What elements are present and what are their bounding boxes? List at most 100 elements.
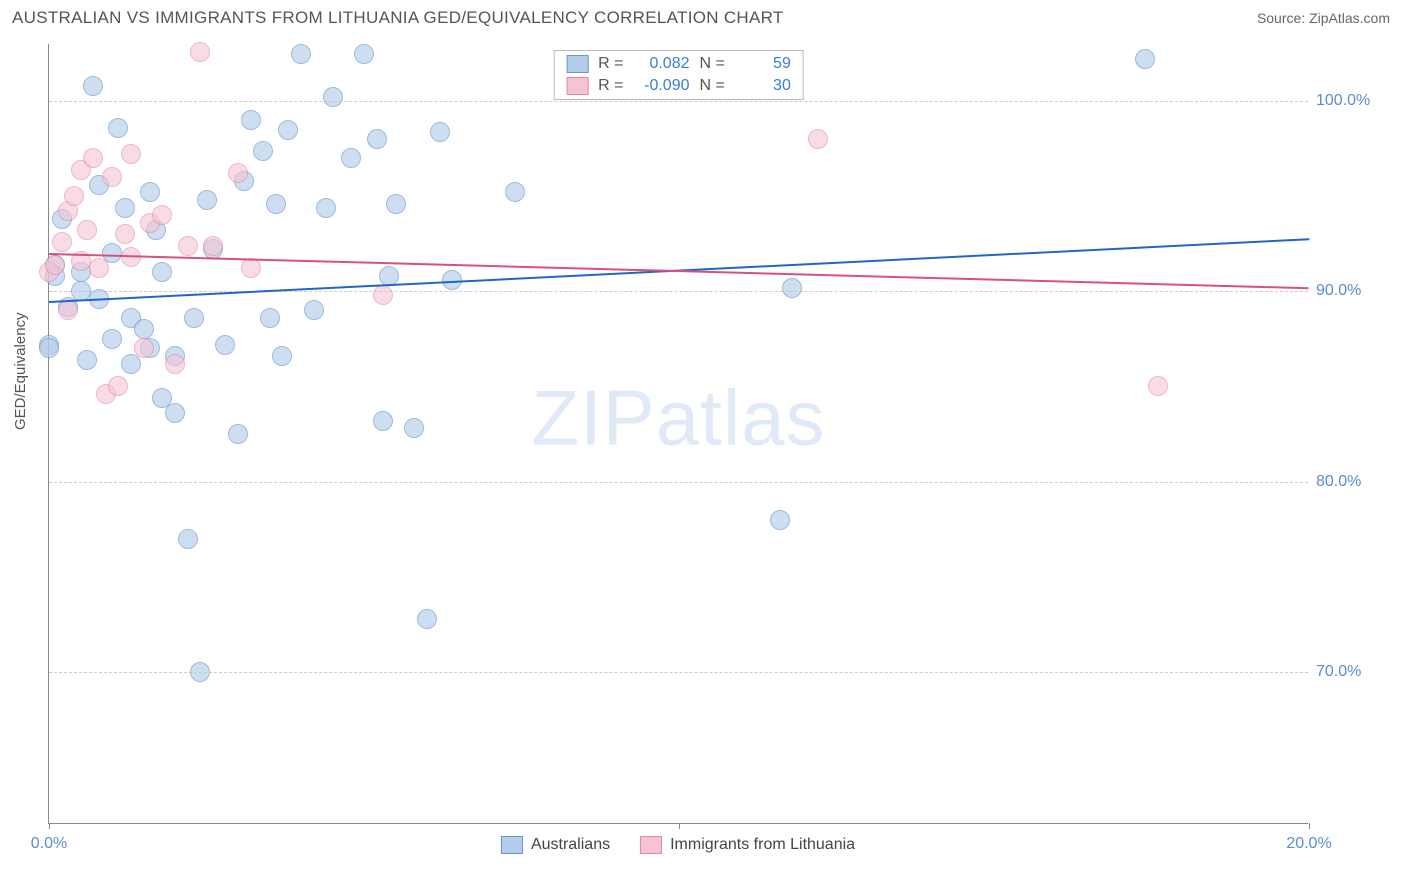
scatter-point (341, 148, 361, 168)
stats-legend-row: R = 0.082 N = 59 (554, 53, 803, 75)
scatter-point (1135, 49, 1155, 69)
scatter-point (45, 255, 65, 275)
gridline (49, 482, 1308, 483)
stat-n-label: N = (700, 77, 725, 95)
legend-label: Immigrants from Lithuania (670, 836, 855, 854)
scatter-point (241, 110, 261, 130)
bottom-legend: Australians Immigrants from Lithuania (501, 836, 855, 854)
plot-wrap: ZIPatlas R =0.082N =59R =-0.090N =30 70.… (48, 44, 1308, 824)
y-tick-label: 80.0% (1316, 473, 1380, 491)
scatter-point (215, 335, 235, 355)
y-tick-label: 100.0% (1316, 92, 1380, 110)
scatter-point (140, 182, 160, 202)
scatter-point (228, 163, 248, 183)
scatter-point (505, 182, 525, 202)
scatter-point (404, 418, 424, 438)
scatter-point (386, 194, 406, 214)
scatter-point (253, 141, 273, 161)
legend-swatch (501, 836, 523, 854)
scatter-point (165, 403, 185, 423)
scatter-point (121, 144, 141, 164)
stat-r-value: 0.082 (634, 55, 690, 73)
scatter-point (770, 510, 790, 530)
scatter-point (108, 376, 128, 396)
scatter-point (367, 129, 387, 149)
x-tick-label: 0.0% (31, 835, 67, 853)
scatter-point (83, 76, 103, 96)
y-axis-label: GED/Equivalency (12, 312, 29, 430)
scatter-point (417, 609, 437, 629)
y-tick-label: 90.0% (1316, 282, 1380, 300)
source-label: Source: ZipAtlas.com (1257, 10, 1390, 26)
x-tick (49, 823, 50, 829)
scatter-point (1148, 376, 1168, 396)
scatter-point (89, 258, 109, 278)
legend-swatch (640, 836, 662, 854)
scatter-point (291, 44, 311, 64)
legend-label: Australians (531, 836, 610, 854)
plot-area: ZIPatlas R =0.082N =59R =-0.090N =30 70.… (48, 44, 1308, 824)
scatter-point (228, 424, 248, 444)
scatter-point (323, 87, 343, 107)
chart-title: AUSTRALIAN VS IMMIGRANTS FROM LITHUANIA … (12, 8, 784, 28)
scatter-point (373, 285, 393, 305)
stat-n-value: 59 (735, 55, 791, 73)
x-tick (1309, 823, 1310, 829)
scatter-point (782, 278, 802, 298)
scatter-point (266, 194, 286, 214)
stat-n-label: N = (700, 55, 725, 73)
scatter-point (108, 118, 128, 138)
x-tick-label: 20.0% (1286, 835, 1331, 853)
scatter-point (808, 129, 828, 149)
scatter-point (241, 258, 261, 278)
scatter-point (178, 529, 198, 549)
stat-r-label: R = (598, 55, 623, 73)
scatter-point (260, 308, 280, 328)
scatter-point (52, 232, 72, 252)
scatter-point (83, 148, 103, 168)
scatter-point (77, 220, 97, 240)
scatter-point (190, 42, 210, 62)
y-tick-label: 70.0% (1316, 663, 1380, 681)
scatter-point (134, 338, 154, 358)
stat-r-label: R = (598, 77, 623, 95)
scatter-point (203, 236, 223, 256)
scatter-point (316, 198, 336, 218)
scatter-point (190, 662, 210, 682)
scatter-point (115, 198, 135, 218)
scatter-point (58, 300, 78, 320)
x-tick (679, 823, 680, 829)
bottom-legend-item: Immigrants from Lithuania (640, 836, 855, 854)
stat-r-value: -0.090 (634, 77, 690, 95)
scatter-point (304, 300, 324, 320)
scatter-point (272, 346, 292, 366)
title-bar: AUSTRALIAN VS IMMIGRANTS FROM LITHUANIA … (0, 0, 1406, 32)
scatter-point (278, 120, 298, 140)
scatter-point (178, 236, 198, 256)
legend-swatch (566, 55, 588, 73)
scatter-point (430, 122, 450, 142)
scatter-point (77, 350, 97, 370)
scatter-point (184, 308, 204, 328)
trend-line (49, 253, 1309, 289)
scatter-point (165, 354, 185, 374)
legend-swatch (566, 77, 588, 95)
scatter-point (152, 205, 172, 225)
bottom-legend-item: Australians (501, 836, 610, 854)
scatter-point (39, 338, 59, 358)
watermark: ZIPatlas (531, 372, 825, 463)
scatter-point (102, 329, 122, 349)
gridline (49, 101, 1308, 102)
gridline (49, 672, 1308, 673)
scatter-point (152, 262, 172, 282)
scatter-point (354, 44, 374, 64)
scatter-point (115, 224, 135, 244)
scatter-point (102, 167, 122, 187)
scatter-point (64, 186, 84, 206)
stats-legend: R = 0.082 N = 59 R = -0.090 N = 30 (553, 50, 804, 100)
scatter-point (373, 411, 393, 431)
scatter-point (197, 190, 217, 210)
scatter-point (134, 319, 154, 339)
stats-legend-row: R = -0.090 N = 30 (554, 75, 803, 97)
stat-n-value: 30 (735, 77, 791, 95)
